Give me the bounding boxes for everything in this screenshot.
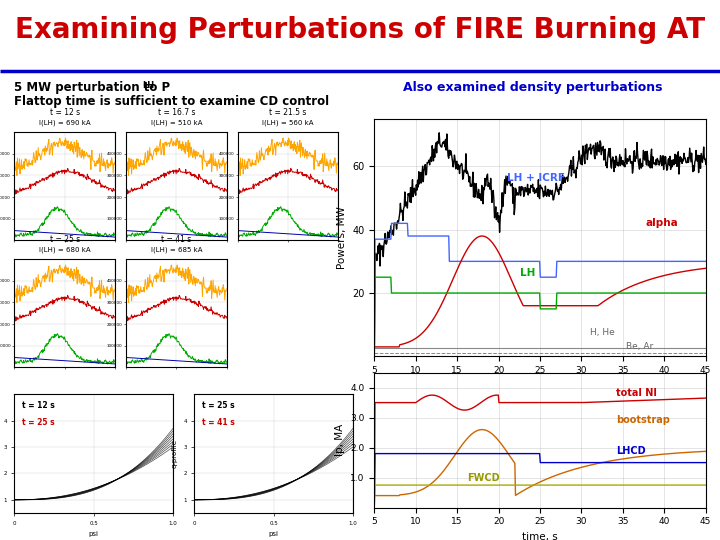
Text: H, He: H, He: [590, 328, 614, 337]
Text: Also examined density perturbations: Also examined density perturbations: [403, 81, 662, 94]
Text: t = 25 s: t = 25 s: [22, 418, 55, 427]
Text: I(LH) = 680 kA: I(LH) = 680 kA: [39, 246, 91, 253]
Y-axis label: q-profile: q-profile: [171, 439, 178, 468]
Text: 5 MW perturbation to P: 5 MW perturbation to P: [14, 81, 171, 94]
Text: t = 25 s: t = 25 s: [50, 235, 80, 244]
Text: I(LH) = 690 kA: I(LH) = 690 kA: [39, 119, 91, 126]
Text: t = 25 s: t = 25 s: [202, 401, 235, 410]
Text: I(LH) = 510 kA: I(LH) = 510 kA: [150, 119, 202, 126]
Text: t = 12 s: t = 12 s: [50, 108, 80, 117]
Text: t = 41 s: t = 41 s: [202, 418, 235, 427]
Text: Be, Ar: Be, Ar: [626, 342, 653, 352]
Text: total NI: total NI: [616, 388, 657, 397]
Text: alpha: alpha: [646, 218, 679, 228]
Text: LH: LH: [143, 81, 155, 90]
Text: FWCD: FWCD: [467, 472, 500, 483]
Text: LH: LH: [520, 268, 536, 278]
Text: LHCD: LHCD: [616, 446, 646, 456]
Y-axis label: Ip, MA: Ip, MA: [335, 424, 345, 456]
Text: t = 16.7 s: t = 16.7 s: [158, 108, 195, 117]
X-axis label: psi: psi: [89, 531, 99, 537]
Text: t = 41 s: t = 41 s: [161, 235, 192, 244]
X-axis label: time, s: time, s: [522, 381, 558, 390]
Text: t = 21.5 s: t = 21.5 s: [269, 108, 307, 117]
Text: t = 12 s: t = 12 s: [22, 401, 55, 410]
Text: Examining Perturbations of FIRE Burning AT: Examining Perturbations of FIRE Burning …: [15, 16, 705, 44]
Text: bootstrap: bootstrap: [616, 415, 670, 424]
Text: Flattop time is sufficient to examine CD control: Flattop time is sufficient to examine CD…: [14, 95, 330, 108]
X-axis label: psi: psi: [269, 531, 279, 537]
X-axis label: time, s: time, s: [522, 532, 558, 540]
Text: I(LH) = 560 kA: I(LH) = 560 kA: [262, 119, 314, 126]
Y-axis label: Powers, MW: Powers, MW: [337, 206, 347, 269]
Text: I(LH) = 685 kA: I(LH) = 685 kA: [150, 246, 202, 253]
Text: LH + ICRF: LH + ICRF: [507, 173, 565, 183]
